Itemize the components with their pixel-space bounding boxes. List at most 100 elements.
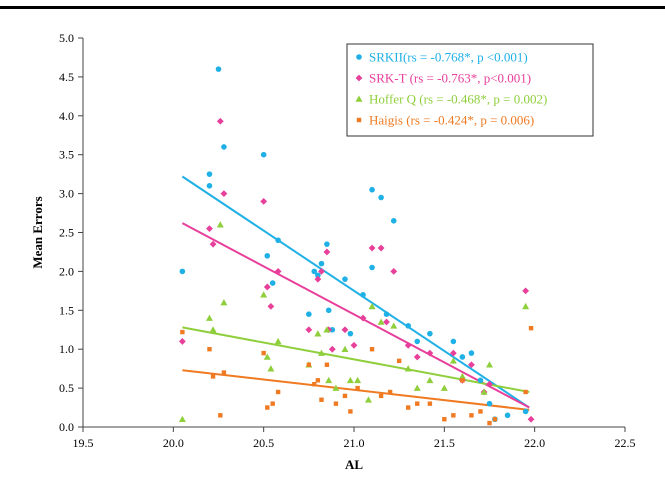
data-point-circle <box>179 268 186 275</box>
data-point-triangle <box>390 322 398 329</box>
data-point-diamond <box>314 275 322 283</box>
data-point-square <box>306 362 312 367</box>
data-point-diamond <box>209 240 217 248</box>
x-axis-label: AL <box>345 457 363 472</box>
data-point-diamond <box>178 338 186 345</box>
data-point-triangle <box>220 299 228 306</box>
legend-marker-triangle <box>355 95 363 102</box>
data-point-diamond <box>220 190 228 197</box>
data-point-triangle <box>314 330 322 337</box>
trendline-circle <box>181 175 530 409</box>
data-point-square <box>319 397 324 402</box>
data-point-diamond <box>383 318 390 326</box>
data-point-circle <box>459 354 466 360</box>
x-tick-label: 19.5 <box>73 436 94 450</box>
data-point-circle <box>306 311 312 317</box>
data-point-triangle <box>260 291 268 298</box>
data-point-circle <box>329 326 336 333</box>
data-point-triangle <box>368 302 376 310</box>
data-point-circle <box>369 186 375 193</box>
data-point-circle <box>264 253 271 259</box>
data-point-diamond <box>390 268 398 275</box>
data-point-diamond <box>341 326 349 334</box>
data-point-square <box>265 405 270 410</box>
data-point-circle <box>206 183 213 189</box>
data-point-square <box>415 401 420 406</box>
data-point-square <box>451 413 456 418</box>
y-tick-label: 4.0 <box>59 109 74 123</box>
data-point-diamond <box>323 248 331 256</box>
data-point-circle <box>318 260 325 267</box>
data-point-circle <box>522 408 529 415</box>
data-point-circle <box>378 194 384 201</box>
data-point-triangle <box>346 376 354 384</box>
data-point-triangle <box>440 384 448 391</box>
data-point-circle <box>414 338 421 345</box>
y-tick-label: 3.5 <box>59 148 74 162</box>
data-point-square <box>478 409 483 414</box>
y-tick-label: 0.5 <box>59 381 74 395</box>
y-tick-label: 4.5 <box>59 70 74 84</box>
data-point-circle <box>260 151 267 158</box>
data-point-triangle <box>377 318 385 325</box>
data-point-diamond <box>305 326 313 334</box>
data-point-square <box>270 401 275 406</box>
data-point-square <box>492 417 498 422</box>
data-point-diamond <box>413 353 421 361</box>
data-point-circle <box>504 412 511 419</box>
data-point-diamond <box>267 303 275 310</box>
data-point-square <box>261 350 266 356</box>
data-point-circle <box>369 264 375 271</box>
y-axis-label: Mean Errors <box>30 196 45 268</box>
chart-axes <box>78 37 626 432</box>
data-point-triangle <box>426 376 434 384</box>
trendline-diamond <box>181 222 530 409</box>
legend-marker-diamond <box>355 74 363 82</box>
data-point-circle <box>311 268 318 275</box>
data-point-circle <box>360 291 366 298</box>
data-point-triangle <box>522 302 530 310</box>
data-point-square <box>378 393 384 399</box>
data-point-circle <box>405 323 412 329</box>
data-point-triangle <box>267 365 275 372</box>
data-point-circle <box>315 272 321 279</box>
top-rule <box>0 6 665 9</box>
data-point-triangle <box>449 357 457 364</box>
data-point-square <box>275 389 281 395</box>
legend-entry: Haigis (rs = -0.424*, p = 0.006) <box>369 113 534 128</box>
data-point-diamond <box>216 117 224 125</box>
data-point-square <box>210 374 216 379</box>
data-point-diamond <box>522 287 530 295</box>
data-point-square <box>355 385 360 391</box>
data-point-diamond <box>486 380 493 388</box>
data-point-triangle <box>263 353 271 360</box>
data-point-triangle <box>404 365 412 372</box>
x-tick-label: 20.0 <box>163 436 184 450</box>
trendline-triangle <box>182 326 530 393</box>
data-point-triangle <box>216 221 224 228</box>
data-point-circle <box>347 330 354 337</box>
data-point-square <box>406 405 411 410</box>
data-point-triangle <box>341 345 349 352</box>
x-tick-label: 20.5 <box>253 436 274 450</box>
data-point-diamond <box>404 341 412 349</box>
legend: SRKII(rs = -0.768*, p <0.001) SRK-T (rs =… <box>346 43 594 137</box>
data-point-diamond <box>263 283 271 291</box>
y-tick-label: 2.0 <box>59 264 74 278</box>
data-point-square <box>221 370 227 375</box>
trendlines <box>181 175 530 411</box>
data-point-diamond <box>468 361 475 369</box>
data-point-circle <box>221 144 227 150</box>
data-point-square <box>207 347 212 352</box>
data-point-square <box>315 378 321 383</box>
data-point-square <box>528 325 534 331</box>
tick-labels: 0.0 0.5 1.0 1.5 2.0 2.5 3.0 3.5 4.0 4.5 5.0 19.5 20.… <box>59 31 636 450</box>
data-point-diamond <box>318 268 325 275</box>
data-point-triangle <box>458 372 466 380</box>
data-point-square <box>387 389 393 395</box>
data-point-circle <box>215 66 222 72</box>
data-point-triangle <box>332 384 340 391</box>
data-point-square <box>487 420 492 426</box>
data-point-triangle <box>480 388 488 395</box>
